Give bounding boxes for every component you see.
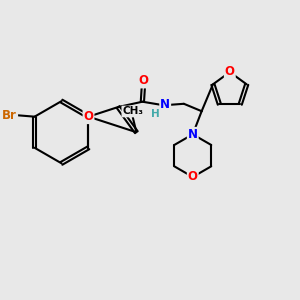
- Text: CH₃: CH₃: [122, 106, 143, 116]
- Text: O: O: [83, 110, 94, 123]
- Text: Br: Br: [2, 109, 17, 122]
- Text: N: N: [160, 98, 170, 111]
- Text: H: H: [151, 109, 160, 118]
- Text: O: O: [188, 170, 198, 184]
- Text: N: N: [188, 128, 198, 141]
- Text: O: O: [225, 65, 235, 78]
- Text: O: O: [139, 74, 148, 88]
